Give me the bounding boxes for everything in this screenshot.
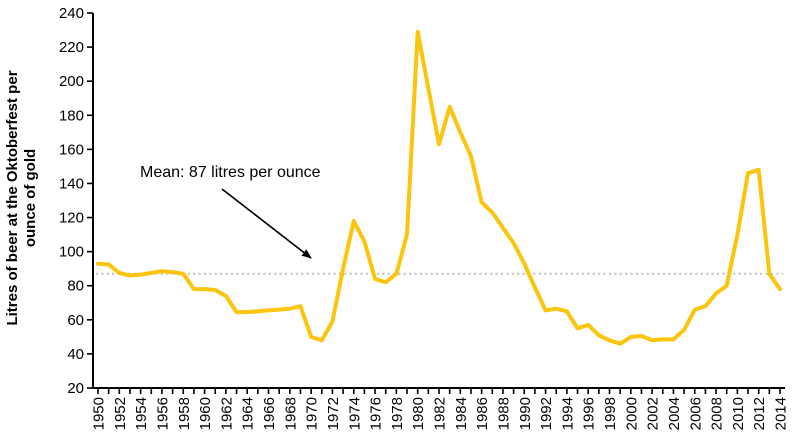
x-tick-label: 1994 xyxy=(559,397,576,430)
x-tick-label: 1992 xyxy=(538,397,555,430)
beer-per-ounce-line xyxy=(96,29,782,346)
y-tick-label: 120 xyxy=(59,210,84,227)
y-tick-label: 80 xyxy=(67,278,84,295)
x-tick-label: 2008 xyxy=(709,397,726,430)
y-tick-label: 200 xyxy=(59,73,84,90)
x-tick-label: 1988 xyxy=(495,397,512,430)
x-tick-label: 1968 xyxy=(282,397,299,430)
y-tick-label: 180 xyxy=(59,107,84,124)
x-tick-label: 2010 xyxy=(730,397,747,430)
y-tick-label: 160 xyxy=(59,141,84,158)
x-tick-label: 2014 xyxy=(773,397,790,430)
mean-annotation: Mean: 87 litres per ounce xyxy=(140,164,321,181)
y-tick-label: 220 xyxy=(59,39,84,56)
x-tick-label: 2012 xyxy=(751,397,768,430)
x-tick-label: 1950 xyxy=(91,397,108,430)
y-tick-label: 140 xyxy=(59,175,84,192)
x-tick-label: 2000 xyxy=(623,397,640,430)
x-tick-label: 1966 xyxy=(261,397,278,430)
x-tick-label: 1976 xyxy=(368,397,385,430)
x-tick-label: 1964 xyxy=(240,397,257,430)
x-tick-label: 1984 xyxy=(453,397,470,430)
x-tick-label: 1958 xyxy=(176,397,193,430)
x-tick-label: 2002 xyxy=(645,397,662,430)
x-tick-label: 1982 xyxy=(432,397,449,430)
x-tick-label: 1956 xyxy=(154,397,171,430)
x-tick-label: 1952 xyxy=(112,397,129,430)
x-tick-label: 2004 xyxy=(666,397,683,430)
y-axis-title: Litres of beer at the Oktoberfest peroun… xyxy=(4,70,39,325)
y-tick-label: 100 xyxy=(59,244,84,261)
y-tick-label: 20 xyxy=(67,380,84,397)
y-tick-label: 240 xyxy=(59,5,84,22)
x-tick-label: 1986 xyxy=(474,397,491,430)
x-tick-label: 1962 xyxy=(218,397,235,430)
x-tick-label: 1972 xyxy=(325,397,342,430)
x-tick-label: 1998 xyxy=(602,397,619,430)
x-tick-label: 1974 xyxy=(346,397,363,430)
x-tick-label: 1978 xyxy=(389,397,406,430)
x-tick-label: 1960 xyxy=(197,397,214,430)
annotation-arrow xyxy=(221,188,312,259)
x-tick-label: 1990 xyxy=(517,397,534,430)
x-tick-label: 1970 xyxy=(304,397,321,430)
y-tick-label: 60 xyxy=(67,312,84,329)
y-tick-label: 40 xyxy=(67,346,84,363)
x-tick-label: 1954 xyxy=(133,397,150,430)
x-tick-label: 1996 xyxy=(581,397,598,430)
x-tick-label: 1980 xyxy=(410,397,427,430)
x-tick-label: 2006 xyxy=(687,397,704,430)
